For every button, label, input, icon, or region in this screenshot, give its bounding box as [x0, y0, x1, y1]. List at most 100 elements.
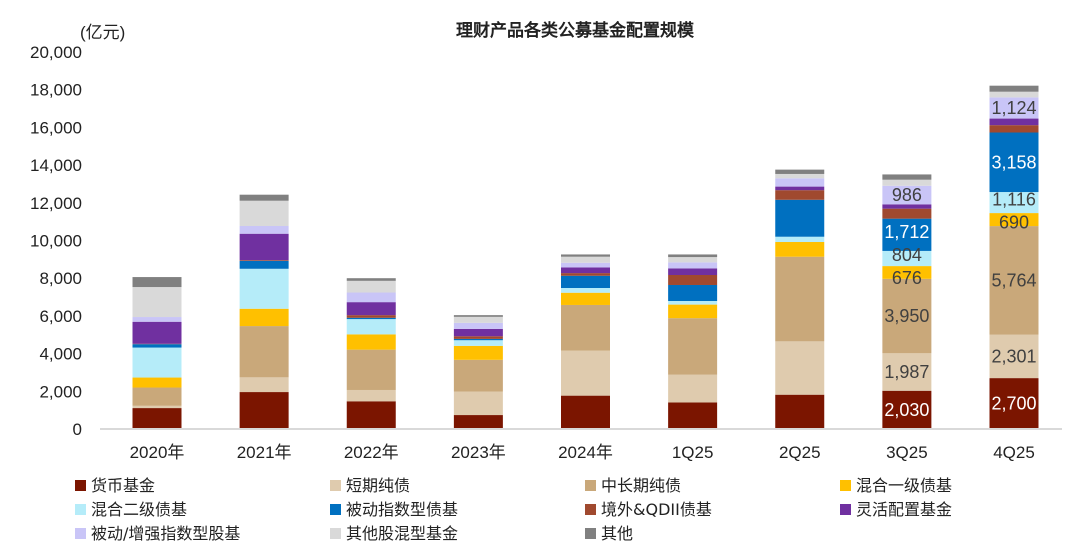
- y-tick-label: 14,000: [30, 156, 82, 175]
- bar-segment: [346, 317, 396, 320]
- bar-segment: [239, 268, 289, 309]
- bar-segment: [346, 278, 396, 281]
- legend-item: 其他股混型基金: [330, 524, 458, 543]
- x-tick-label: 2Q25: [779, 443, 821, 462]
- x-tick-label: 2020年: [130, 443, 185, 462]
- bar-segment: [775, 199, 825, 237]
- y-tick-label: 10,000: [30, 232, 82, 251]
- bar-stack: [668, 254, 718, 429]
- bar-segment: [453, 415, 503, 429]
- x-tick-label: 3Q25: [886, 443, 928, 462]
- data-label: 2,030: [884, 400, 929, 420]
- bar-segment: [882, 208, 932, 219]
- data-label: 2,700: [991, 394, 1036, 414]
- bar-segment: [989, 378, 1039, 429]
- legend-label: 被动指数型债基: [346, 500, 458, 519]
- y-tick-label: 18,000: [30, 81, 82, 100]
- y-tick-label: 8,000: [39, 269, 82, 288]
- bar-segment: [989, 118, 1039, 126]
- bar-segment: [561, 262, 610, 268]
- x-tick-label: 1Q25: [672, 443, 714, 462]
- legend-label: 短期纯债: [346, 476, 410, 495]
- bar-segment: [989, 334, 1039, 379]
- y-tick-label: 20,000: [30, 43, 82, 62]
- legend-item: 境外&QDII债基: [585, 500, 712, 519]
- bar-segment: [346, 292, 396, 303]
- legend-item: 中长期纯债: [585, 476, 681, 495]
- bar-segment: [132, 277, 182, 288]
- bar-segment: [775, 236, 825, 243]
- x-tick-label: 2022年: [344, 443, 399, 462]
- y-tick-label: 0: [73, 420, 82, 439]
- bar-segment: [239, 200, 289, 226]
- bar-segment: [239, 225, 289, 234]
- bar-stack: [561, 254, 610, 429]
- data-label: 986: [892, 185, 922, 205]
- bar-segment: [882, 185, 932, 205]
- data-label: 1,712: [884, 222, 929, 242]
- bar-segment: [239, 260, 289, 261]
- bar-stack: [132, 277, 182, 429]
- legend-label: 中长期纯债: [601, 476, 681, 495]
- legend-swatch: [75, 480, 86, 491]
- bar-segment: [132, 347, 182, 378]
- bar-segment: [561, 292, 610, 305]
- bar-segment: [668, 402, 718, 429]
- bar-segment: [775, 169, 825, 174]
- bar-segment: [775, 173, 825, 179]
- legend-swatch: [75, 528, 86, 539]
- bar-segment: [668, 301, 718, 305]
- bar-segment: [989, 91, 1039, 98]
- legend-swatch: [330, 528, 341, 539]
- bar-segment: [239, 260, 289, 269]
- bar-segment: [239, 308, 289, 327]
- bar-segment: [453, 315, 503, 317]
- bar-segment: [132, 344, 182, 348]
- data-label: 1,987: [884, 362, 929, 382]
- bar-segment: [668, 257, 718, 263]
- data-label: 1,124: [991, 98, 1036, 118]
- data-label: 1,116: [992, 190, 1036, 210]
- bar-segment: [132, 377, 182, 388]
- bar-segment: [239, 326, 289, 378]
- bar-segment: [346, 334, 396, 350]
- bar-segment: [775, 242, 825, 257]
- bar-segment: [561, 395, 610, 429]
- bar-segment: [882, 250, 932, 267]
- bar-segment: [453, 345, 503, 360]
- legend-item: 混合二级债基: [75, 500, 187, 519]
- bar-segment: [668, 274, 718, 285]
- bar-segment: [453, 316, 503, 323]
- bar-segment: [775, 186, 825, 191]
- bar-segment: [668, 268, 718, 275]
- legend-item: 其他: [585, 524, 633, 543]
- legend-swatch: [585, 504, 596, 515]
- bar-segment: [775, 178, 825, 187]
- y-tick-label: 4,000: [39, 345, 82, 364]
- legend-swatch: [840, 504, 851, 515]
- bar-segment: [668, 254, 718, 258]
- legend-label: 货币基金: [91, 476, 155, 495]
- bar-segment: [239, 377, 289, 393]
- bar-segment: [561, 256, 610, 263]
- bar-segment: [346, 315, 396, 318]
- bar-stack: [346, 278, 396, 429]
- bar-segment: [775, 394, 825, 429]
- bar-segment: [882, 390, 932, 429]
- bar-segment: [132, 387, 182, 406]
- legend-item: 灵活配置基金: [840, 500, 952, 519]
- y-tick-label: 16,000: [30, 118, 82, 137]
- data-label: 5,764: [991, 270, 1036, 290]
- bar-stack: [989, 85, 1039, 429]
- bar-segment: [989, 192, 1039, 214]
- bar-segment: [132, 405, 182, 409]
- x-tick-label: 2023年: [451, 443, 506, 462]
- bar-segment: [882, 353, 932, 391]
- bar-segment: [882, 174, 932, 180]
- legend-item: 短期纯债: [330, 476, 410, 495]
- bar-segment: [561, 273, 610, 276]
- bar-segment: [989, 97, 1039, 119]
- bar-stack: [775, 169, 825, 429]
